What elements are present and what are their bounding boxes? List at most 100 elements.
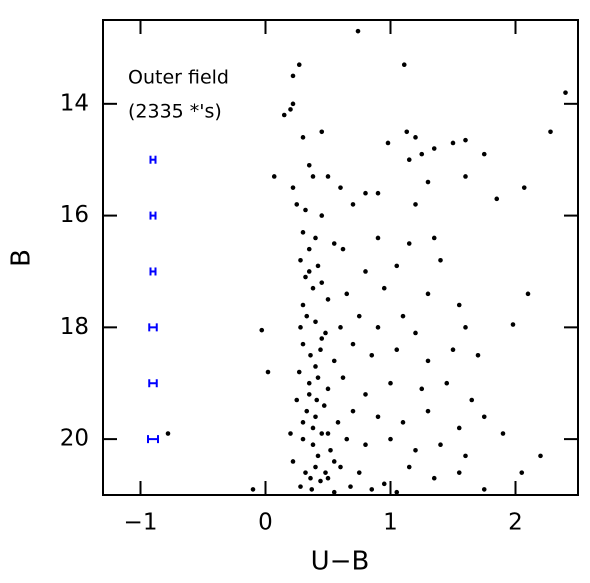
- y-tick-label: 14: [60, 90, 89, 116]
- star-point: [288, 107, 293, 112]
- star-point: [300, 436, 306, 442]
- star-point: [438, 442, 443, 448]
- star-point: [281, 112, 287, 118]
- annotation: Outer field: [128, 67, 229, 89]
- star-point: [325, 386, 331, 392]
- star-point: [463, 453, 468, 459]
- star-point: [290, 73, 296, 79]
- star-point: [313, 319, 318, 325]
- star-point: [265, 369, 271, 375]
- star-point: [310, 174, 316, 179]
- star-point: [310, 285, 316, 291]
- star-point: [400, 313, 406, 319]
- star-point: [296, 369, 302, 375]
- star-point: [340, 246, 346, 252]
- star-point: [350, 408, 356, 414]
- star-point: [388, 436, 393, 442]
- star-point: [469, 397, 475, 403]
- star-point: [350, 202, 356, 207]
- star-point: [388, 380, 393, 386]
- star-point: [450, 140, 456, 146]
- star-point: [318, 478, 323, 484]
- star-point: [375, 190, 381, 196]
- star-point: [304, 313, 310, 319]
- star-point: [250, 487, 256, 492]
- star-point: [340, 375, 346, 380]
- x-axis-label: U−B: [311, 547, 370, 577]
- star-point: [385, 140, 391, 146]
- star-point: [450, 347, 456, 353]
- star-point: [394, 347, 400, 353]
- star-point: [313, 235, 318, 241]
- star-point: [404, 129, 410, 135]
- y-axis-label: B: [7, 249, 37, 267]
- star-point: [394, 489, 400, 495]
- star-point: [331, 358, 337, 364]
- star-point: [300, 302, 306, 308]
- star-point: [319, 129, 325, 135]
- star-point: [463, 174, 468, 179]
- star-point: [394, 263, 400, 269]
- star-point: [165, 431, 171, 436]
- star-point: [363, 442, 368, 448]
- star-point: [331, 241, 337, 246]
- star-point: [306, 269, 312, 274]
- star-point: [290, 459, 296, 464]
- star-point: [510, 322, 516, 327]
- star-point: [525, 291, 531, 297]
- star-point: [308, 352, 313, 358]
- star-point: [419, 386, 425, 392]
- star-point: [419, 151, 425, 157]
- star-point: [494, 196, 500, 202]
- star-point: [481, 487, 487, 492]
- star-point: [363, 190, 368, 196]
- star-point: [319, 213, 325, 218]
- plot-frame: [102, 19, 579, 496]
- star-point: [548, 129, 553, 135]
- star-point: [313, 414, 318, 420]
- star-point: [338, 325, 343, 330]
- star-point: [413, 135, 418, 140]
- star-point: [431, 146, 437, 151]
- star-point: [321, 403, 327, 408]
- star-point: [298, 257, 303, 263]
- star-point: [413, 330, 418, 336]
- star-point: [456, 302, 462, 308]
- star-point: [319, 280, 325, 285]
- star-point: [318, 347, 323, 353]
- star-point: [425, 408, 431, 414]
- star-point: [325, 297, 331, 302]
- star-point: [456, 470, 462, 475]
- star-point: [348, 484, 353, 489]
- star-point: [331, 489, 337, 495]
- star-point: [310, 442, 316, 448]
- star-point: [288, 431, 293, 436]
- star-point: [303, 470, 308, 475]
- star-point: [406, 241, 412, 246]
- star-point: [306, 392, 312, 397]
- star-point: [369, 352, 375, 358]
- star-point: [413, 202, 418, 207]
- star-point: [563, 90, 568, 95]
- star-point: [328, 447, 333, 453]
- star-point: [538, 453, 543, 459]
- star-point: [401, 62, 407, 68]
- star-point: [298, 484, 303, 489]
- star-point: [431, 475, 437, 481]
- star-point: [335, 420, 341, 425]
- star-point: [314, 397, 320, 403]
- star-point: [344, 291, 350, 297]
- star-point: [521, 185, 527, 190]
- annotation: (2335 *'s): [128, 101, 222, 123]
- star-point: [300, 341, 306, 347]
- star-point: [463, 137, 468, 143]
- star-point: [344, 436, 350, 442]
- star-point: [381, 285, 387, 291]
- star-point: [381, 481, 387, 487]
- star-point: [294, 202, 300, 207]
- star-point: [300, 135, 306, 140]
- x-tick-label: 1: [383, 510, 398, 536]
- star-point: [290, 185, 296, 190]
- star-point: [294, 397, 300, 403]
